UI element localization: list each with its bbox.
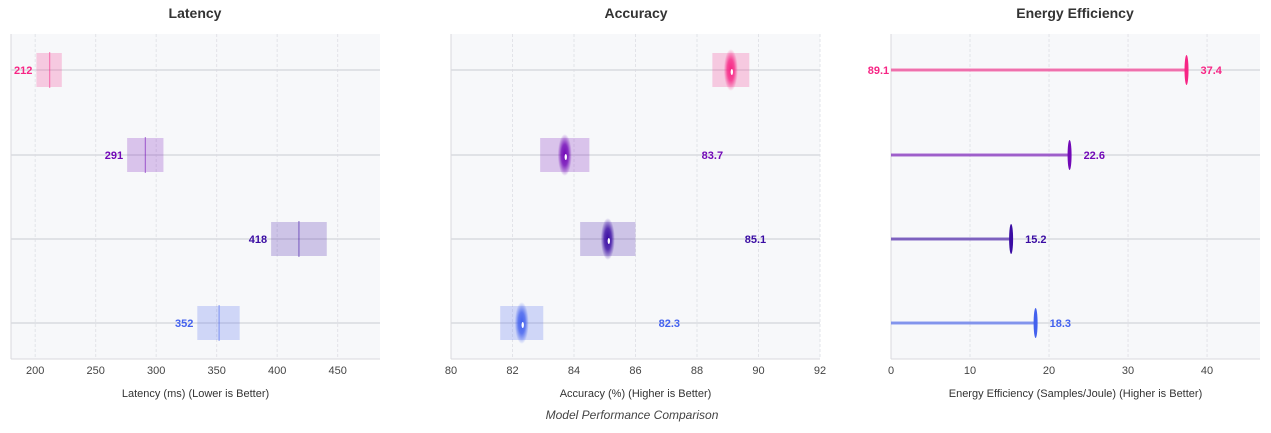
accuracy-glow-marker [723, 49, 738, 91]
x-tick-label: 82 [506, 365, 518, 377]
x-tick-label: 20 [1043, 365, 1055, 377]
efficiency-end-marker [1184, 55, 1189, 85]
efficiency-value-label: 15.2 [1025, 234, 1046, 246]
latency-range-box [197, 306, 240, 340]
x-tick-label: 0 [888, 365, 894, 377]
x-tick-label: 90 [752, 365, 764, 377]
accuracy-value-label: 82.3 [659, 318, 680, 330]
x-tick-label: 40 [1201, 365, 1213, 377]
efficiency-value-label: 22.6 [1084, 150, 1105, 162]
x-tick-label: 400 [268, 365, 286, 377]
plot-background [891, 34, 1260, 359]
efficiency-value-label: 37.4 [1201, 65, 1223, 77]
x-axis-label: Latency (ms) (Lower is Better) [122, 388, 269, 400]
efficiency-end-marker [1033, 308, 1038, 338]
panel-title: Energy Efficiency [1016, 5, 1134, 21]
x-tick-label: 10 [964, 365, 976, 377]
efficiency-end-marker [1009, 224, 1014, 254]
x-tick-label: 350 [207, 365, 225, 377]
accuracy-center-dot [521, 322, 524, 328]
x-tick-label: 92 [814, 365, 826, 377]
panel-title: Accuracy [604, 5, 667, 21]
latency-value-label: 291 [105, 150, 123, 162]
x-axis-label: Accuracy (%) (Higher is Better) [560, 388, 712, 400]
figure-caption: Model Performance Comparison [546, 408, 719, 422]
efficiency-value-label: 18.3 [1050, 318, 1071, 330]
x-tick-label: 300 [147, 365, 165, 377]
accuracy-value-label: 85.1 [745, 234, 766, 246]
efficiency-end-marker [1067, 140, 1072, 170]
x-tick-label: 84 [568, 365, 580, 377]
x-tick-label: 86 [629, 365, 641, 377]
accuracy-glow-marker [557, 134, 572, 176]
x-axis-label: Energy Efficiency (Samples/Joule) (Highe… [949, 388, 1203, 400]
x-tick-label: 88 [691, 365, 703, 377]
accuracy-glow-marker [600, 218, 615, 260]
x-tick-label: 200 [26, 365, 44, 377]
latency-value-label: 418 [249, 234, 267, 246]
x-tick-label: 450 [328, 365, 346, 377]
panel-title: Latency [169, 5, 222, 21]
accuracy-glow-marker [514, 302, 529, 344]
accuracy-value-label: 89.1 [868, 65, 889, 77]
accuracy-center-dot [564, 154, 567, 160]
x-tick-label: 250 [87, 365, 105, 377]
panel-accuracy: Accuracy 80 82 84 86 88 90 92 Accuracy (%) (High… [445, 5, 826, 400]
panel-latency: Latency 200 250 300 350 400 450 Latency (ms) (L… [10, 5, 380, 400]
latency-range-box [36, 53, 62, 87]
accuracy-center-dot [607, 238, 611, 244]
panel-energy-efficiency: Energy Efficiency 0 10 20 30 40 Energy Efficie… [888, 5, 1260, 400]
plot-background [11, 34, 380, 359]
latency-value-label: 212 [14, 65, 32, 77]
latency-value-label: 352 [175, 318, 193, 330]
x-tick-label: 30 [1122, 365, 1134, 377]
x-tick-label: 80 [445, 365, 457, 377]
accuracy-center-dot [730, 69, 734, 75]
accuracy-value-label: 83.7 [702, 150, 723, 162]
